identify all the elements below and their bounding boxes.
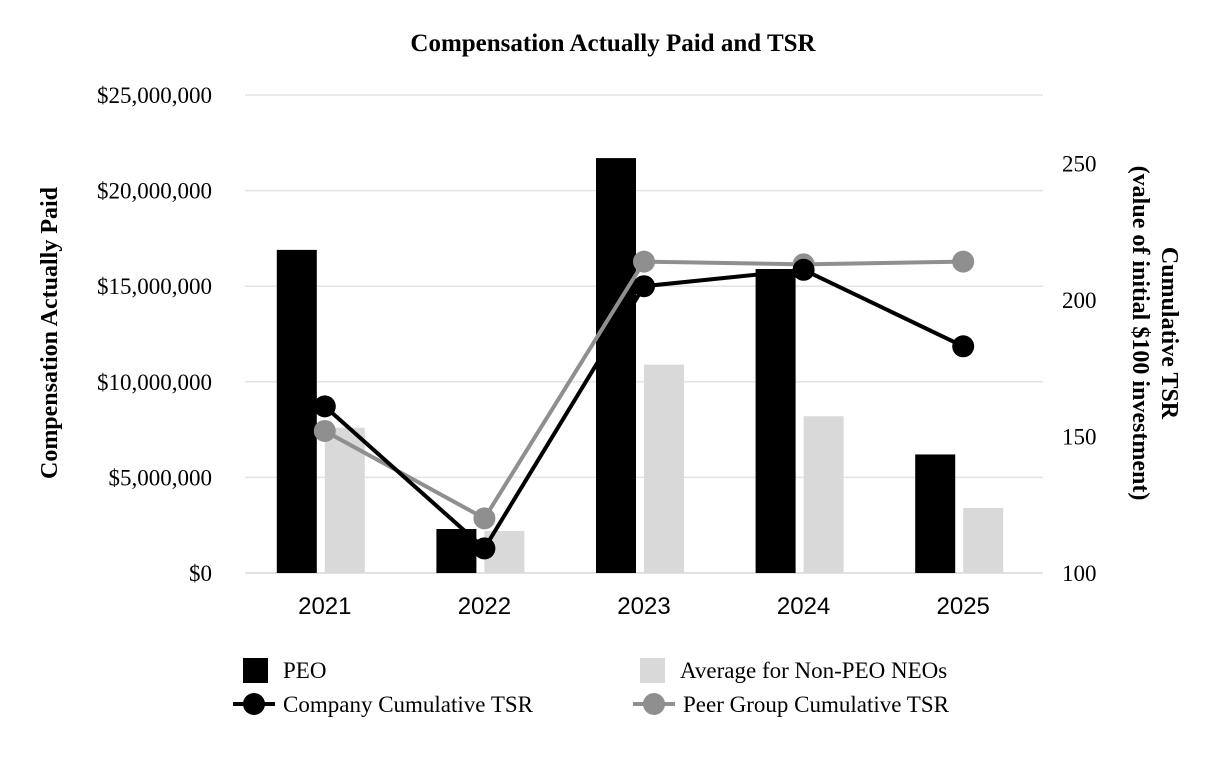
x-tick-label: 2022 — [458, 593, 511, 620]
y-tick-label: $10,000,000 — [97, 370, 212, 395]
y-tick-label: $15,000,000 — [97, 274, 212, 299]
bar-peo — [915, 454, 956, 573]
legend: PEO Average for Non-PEO NEOs Company Cumul… — [233, 658, 950, 717]
bar-peo — [276, 249, 317, 573]
point-company-cumulative-tsr — [473, 537, 496, 560]
point-peer-group-cumulative-tsr — [313, 419, 336, 442]
legend-label-peer-group-cumulative-tsr: Peer Group Cumulative TSR — [683, 692, 950, 717]
point-company-cumulative-tsr — [792, 258, 815, 281]
point-peer-group-cumulative-tsr — [633, 250, 655, 273]
lines-layer — [313, 250, 975, 560]
y-axis-label: Compensation Actually Paid — [37, 186, 63, 479]
legend-swatch-peo — [243, 658, 268, 683]
y-tick-label: $20,000,000 — [97, 179, 212, 204]
y2-tick-label: 200 — [1062, 288, 1097, 313]
y2-tick-label: 150 — [1062, 424, 1097, 449]
legend-swatch-average-for-non-peo-neos — [640, 658, 665, 683]
point-company-cumulative-tsr — [313, 395, 336, 418]
legend-label-average-for-non-peo-neos: Average for Non-PEO NEOs — [680, 658, 947, 683]
point-peer-group-cumulative-tsr — [952, 250, 975, 273]
x-tick-label: 2024 — [777, 593, 830, 620]
bar-non-peo-neo — [963, 507, 1004, 573]
legend-label-peo: PEO — [283, 658, 326, 683]
y2-axis-label-line1: Cumulative TSR — [1156, 247, 1182, 420]
axis-layer: $0 $5,000,000 $10,000,000 $15,000,000 $20,00… — [97, 83, 1097, 620]
bar-peo — [755, 268, 796, 573]
legend-swatch-marker-company-cumulative-tsr — [243, 693, 265, 715]
x-tick-label: 2021 — [298, 593, 351, 620]
legend-swatch-marker-peer-group-cumulative-tsr — [643, 693, 665, 715]
y2-tick-label: 100 — [1062, 561, 1097, 586]
legend-label-company-cumulative-tsr: Company Cumulative TSR — [283, 692, 534, 717]
x-tick-label: 2025 — [937, 593, 990, 620]
bars-layer — [276, 158, 1004, 573]
x-tick-label: 2023 — [617, 593, 670, 620]
bar-peo — [596, 158, 636, 573]
bar-non-peo-neo — [803, 416, 844, 573]
point-company-cumulative-tsr — [633, 275, 655, 298]
y2-tick-label: 250 — [1062, 151, 1097, 176]
point-company-cumulative-tsr — [952, 335, 975, 358]
y-tick-label: $5,000,000 — [109, 465, 213, 490]
y-tick-label: $0 — [189, 561, 212, 586]
bar-non-peo-neo — [324, 427, 365, 573]
chart-title: Compensation Actually Paid and TSR — [410, 30, 816, 57]
y-tick-label: $25,000,000 — [97, 83, 212, 108]
bar-non-peo-neo — [644, 364, 684, 573]
y2-axis-label-line2: (value of initial $100 investment) — [1127, 166, 1153, 501]
point-peer-group-cumulative-tsr — [473, 507, 496, 530]
